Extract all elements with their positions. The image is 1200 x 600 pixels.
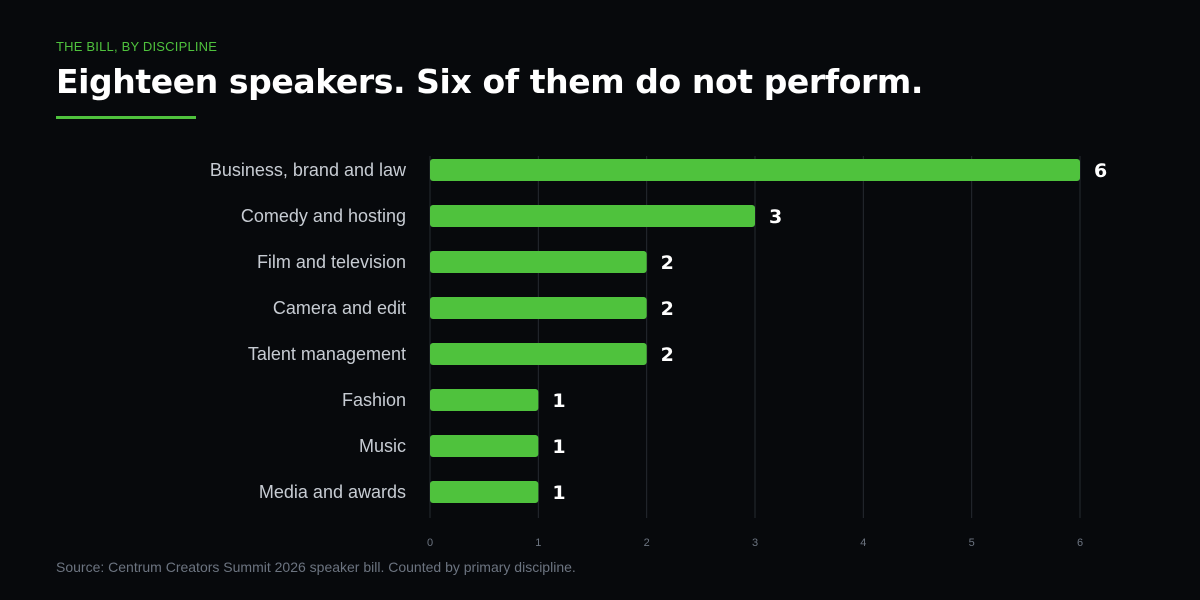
category-label: Camera and edit (273, 298, 406, 318)
x-tick-label: 5 (969, 537, 975, 549)
category-label: Film and television (257, 252, 406, 272)
value-label: 2 (661, 298, 674, 320)
value-label: 1 (552, 482, 565, 504)
chart-title: Eighteen speakers. Six of them do not pe… (56, 62, 923, 101)
value-label: 1 (552, 436, 565, 458)
category-label: Comedy and hosting (241, 206, 406, 226)
category-label: Music (359, 436, 406, 456)
x-tick-label: 2 (644, 537, 650, 549)
value-label: 3 (769, 206, 782, 228)
bar (430, 481, 539, 503)
value-label: 2 (661, 252, 674, 274)
labels: 0 1 2 3 4 5 6 Business, brand and law 6 Comedy an… (210, 160, 1107, 549)
source-note: Source: Centrum Creators Summit 2026 spe… (56, 559, 576, 575)
eyebrow-label: THE BILL, BY DISCIPLINE (56, 39, 218, 54)
x-tick-label: 6 (1077, 537, 1083, 549)
bar (430, 205, 755, 227)
category-label: Media and awards (259, 482, 406, 502)
category-label: Business, brand and law (210, 160, 407, 180)
bars (430, 159, 1080, 503)
x-tick-label: 1 (535, 537, 541, 549)
bar (430, 159, 1080, 181)
bar (430, 297, 647, 319)
category-label: Talent management (248, 344, 406, 364)
bar (430, 343, 647, 365)
category-label: Fashion (342, 390, 406, 410)
value-label: 6 (1094, 160, 1107, 182)
x-tick-label: 0 (427, 537, 433, 549)
value-label: 1 (552, 390, 565, 412)
bar (430, 389, 539, 411)
x-tick-label: 3 (752, 537, 758, 549)
title-underline (56, 116, 196, 119)
value-label: 2 (661, 344, 674, 366)
bar (430, 435, 539, 457)
bar (430, 251, 647, 273)
x-tick-label: 4 (860, 537, 866, 549)
